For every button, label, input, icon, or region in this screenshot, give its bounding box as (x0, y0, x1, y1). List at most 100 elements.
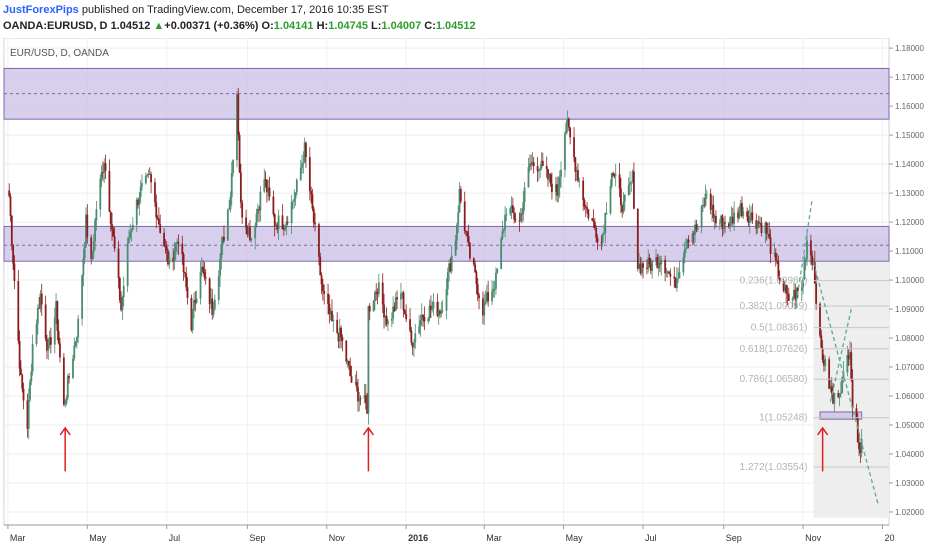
candle-body (394, 297, 397, 311)
candle-body (531, 162, 534, 164)
author-link[interactable]: JustForexPips (3, 4, 79, 16)
candle-body (246, 227, 249, 235)
candle-body (773, 252, 776, 254)
candle-body (538, 170, 540, 172)
candle-body (700, 206, 703, 228)
candle-body (660, 259, 663, 265)
fib-label: 0.786(1.06580) (740, 374, 808, 385)
candle-body (293, 198, 296, 202)
candle-body (254, 225, 257, 239)
candle-body (90, 237, 93, 259)
candle-body (527, 167, 530, 188)
open-label: O: (261, 20, 274, 32)
candle-body (860, 439, 863, 453)
candle-body (292, 201, 294, 203)
candle-body (85, 214, 87, 247)
candle-body (392, 306, 395, 319)
candle-body (764, 222, 767, 234)
candle-body (332, 319, 335, 322)
candle-body (346, 360, 349, 362)
y-tick-label: 1.06000 (895, 392, 924, 401)
candle-body (722, 222, 725, 229)
candle-body (349, 365, 352, 377)
candle-body (849, 352, 851, 360)
candle-body (528, 163, 531, 168)
candle-body (12, 244, 15, 264)
candle-body (760, 222, 763, 234)
candle-body (22, 388, 25, 401)
candle-body (631, 171, 634, 182)
candle-body (605, 213, 608, 214)
high-label: H: (316, 20, 329, 32)
y-tick-label: 1.10000 (895, 276, 924, 285)
candle-body (823, 359, 825, 366)
candle-body (449, 263, 452, 272)
candle-body (741, 203, 743, 217)
x-tick-label: Nov (805, 533, 822, 543)
candle-body (604, 213, 607, 233)
candle-body (675, 278, 678, 289)
candle-body (518, 220, 521, 222)
candle-body (806, 240, 808, 259)
candle-body (815, 283, 818, 304)
candle-body (35, 323, 38, 344)
candle-body (466, 232, 469, 237)
candle-body (355, 382, 358, 388)
candle-body (321, 284, 324, 292)
candle-body (703, 205, 706, 206)
candle-body (237, 94, 240, 135)
candle-body (502, 229, 505, 232)
candle-body (64, 403, 67, 405)
candle-body (138, 197, 141, 205)
candle-body (742, 211, 745, 217)
candle-body (184, 272, 186, 274)
candle-body (796, 287, 799, 291)
y-tick-label: 1.04000 (895, 450, 924, 459)
candle-body (81, 275, 83, 319)
candle-body (669, 273, 672, 277)
candle-body (574, 157, 577, 172)
candle-body (53, 317, 56, 345)
candle-body (448, 263, 451, 273)
candle-body (630, 181, 633, 183)
candle-body (682, 257, 685, 273)
candle-body (715, 215, 717, 224)
candle-body (683, 249, 686, 258)
candle-body (247, 227, 250, 235)
candle-body (591, 218, 594, 221)
candle-body (639, 263, 642, 274)
candle-body (275, 224, 277, 227)
candle-body (401, 292, 404, 294)
candle-body (701, 205, 704, 207)
candle-body (586, 207, 588, 210)
trendlines (794, 198, 880, 507)
candle-body (610, 173, 613, 187)
candle-body (437, 310, 440, 316)
candle-body (659, 263, 661, 265)
candle-body (59, 343, 61, 358)
candle-body (239, 172, 242, 203)
candle-body (204, 277, 207, 279)
candle-body (668, 271, 670, 274)
candle-body (383, 304, 385, 318)
candle-body (724, 222, 726, 224)
candle-body (236, 94, 238, 161)
chart-symbol-label: EUR/USD, D, OANDA (10, 48, 109, 59)
candle-body (230, 172, 233, 197)
candle-body (320, 275, 323, 285)
candle-body (130, 229, 133, 233)
candle-body (258, 209, 260, 211)
candle-body (91, 251, 94, 259)
candle-body (154, 182, 156, 203)
candle-body (633, 171, 635, 209)
candle-body (431, 308, 434, 310)
candle-body (721, 215, 724, 229)
candle-body (302, 162, 305, 164)
candle-body (540, 160, 543, 169)
y-tick-label: 1.15000 (895, 131, 924, 140)
candle-body (423, 316, 426, 322)
candle-body (495, 272, 497, 289)
candle-body (504, 215, 506, 230)
candle-body (647, 257, 650, 270)
price-chart[interactable]: 0.236(1.09980) 0.382(1.09099) 0.5(1.08361)… (0, 38, 932, 550)
